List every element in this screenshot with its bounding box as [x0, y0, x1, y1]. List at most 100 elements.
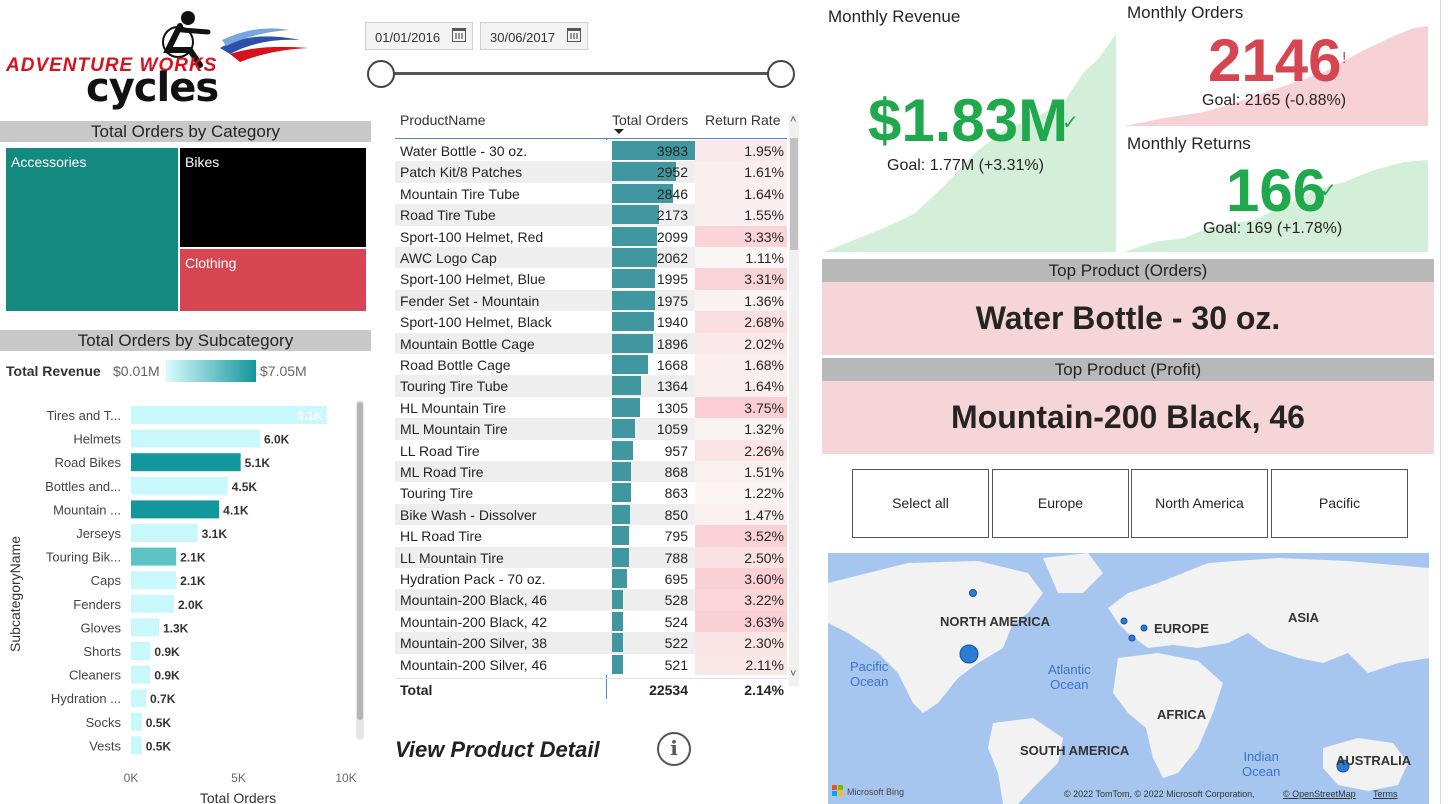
order-count: 2099	[656, 228, 688, 245]
subcategory-bar[interactable]	[131, 453, 241, 472]
subcategory-bar[interactable]	[131, 524, 198, 542]
table-row[interactable]: 2.68% Sport-100 Helmet, Black 1940	[395, 311, 787, 333]
table-row[interactable]: 1.68% Road Bottle Cage 1668	[395, 354, 787, 376]
return-rate-cell: 3.52%	[695, 525, 787, 547]
table-row[interactable]: 1.47% Bike Wash - Dissolver 850	[395, 503, 787, 526]
table-row[interactable]: 3.75% HL Mountain Tire 1305	[395, 396, 787, 419]
map-bubble[interactable]	[969, 589, 977, 597]
table-total-row: Total 22534 2.14%	[395, 678, 787, 700]
orders-databar	[612, 547, 629, 567]
subcategory-bar[interactable]	[131, 665, 151, 684]
subcategory-bar[interactable]	[131, 594, 174, 613]
view-product-detail-button[interactable]: View Product Detail	[395, 737, 600, 762]
map-label-asia: ASIA	[1288, 610, 1320, 625]
map-bubble[interactable]	[959, 644, 979, 664]
table-row[interactable]: 3.33% Sport-100 Helmet, Red 2099	[395, 225, 787, 247]
table-row[interactable]: 1.32% ML Mountain Tire 1059	[395, 418, 787, 440]
return-rate-cell: 2.30%	[695, 632, 787, 654]
col-header-return-rate[interactable]: Return Rate	[705, 112, 781, 128]
table-row[interactable]: 2.26% LL Road Tire 957	[395, 439, 787, 461]
table-row[interactable]: 1.36% Fender Set - Mountain 1975	[395, 289, 787, 312]
map-bubble[interactable]	[1140, 624, 1148, 632]
subcategory-bar[interactable]	[131, 500, 220, 519]
bar-data-label: 0.9K	[154, 645, 180, 659]
table-row[interactable]: 1.22% Touring Tire 863	[395, 482, 787, 504]
table-row[interactable]: 3.31% Sport-100 Helmet, Blue 1995	[395, 268, 787, 290]
orders-databar	[612, 226, 658, 246]
kpi-title: Monthly Revenue	[828, 7, 961, 26]
table-row[interactable]: 2.30% Mountain-200 Silver, 38 522	[395, 632, 787, 654]
orders-databar	[612, 205, 659, 225]
return-rate-cell: 2.11%	[695, 653, 787, 675]
calendar-icon[interactable]	[452, 28, 466, 42]
world-landmass	[828, 553, 1429, 804]
subcategory-bar[interactable]	[131, 618, 159, 637]
calendar-icon[interactable]	[567, 28, 581, 42]
x-tick-label: 10K	[335, 771, 356, 785]
table-row[interactable]: 1.51% ML Road Tire 868	[395, 461, 787, 483]
treemap-cell-bikes[interactable]: Bikes	[180, 148, 366, 247]
region-north-america-button[interactable]: North America	[1131, 469, 1268, 538]
subcategory-bar[interactable]	[131, 712, 142, 731]
table-row[interactable]: 1.55% Road Tire Tube 2173	[395, 204, 787, 226]
region-select-all-button[interactable]: Select all	[852, 469, 989, 538]
chart-scrollbar-thumb[interactable]	[357, 402, 363, 720]
start-date-input[interactable]: 01/01/2016	[365, 22, 473, 50]
scroll-down-icon[interactable]: ˅	[790, 668, 797, 680]
scroll-up-icon[interactable]: ˄	[790, 114, 797, 126]
treemap-cell-accessories[interactable]: Accessories	[6, 148, 178, 311]
table-row[interactable]: 1.61% Patch Kit/8 Patches 2952	[395, 161, 787, 183]
subcategory-bar[interactable]	[131, 689, 147, 708]
region-pacific-button[interactable]: Pacific	[1271, 469, 1408, 538]
col-header-product[interactable]: ProductName	[400, 112, 486, 128]
table-row[interactable]: 3.52% HL Road Tire 795	[395, 525, 787, 547]
y-axis-label: SubcategoryName	[7, 536, 23, 652]
table-scrollbar-track[interactable]	[789, 114, 799, 686]
product-name: AWC Logo Cap	[400, 250, 497, 266]
subcategory-bar[interactable]	[131, 736, 142, 755]
subcategory-bar[interactable]	[131, 429, 260, 448]
region-europe-button[interactable]: Europe	[992, 469, 1129, 538]
card-title: Top Product (Orders)	[822, 259, 1434, 282]
table-row[interactable]: 2.02% Mountain Bottle Cage 1896	[395, 332, 787, 354]
table-row[interactable]: 3.22% Mountain-200 Black, 46 528	[395, 589, 787, 611]
orders-databar	[612, 440, 633, 460]
col-header-orders[interactable]: Total Orders	[612, 112, 689, 128]
date-slider-track[interactable]	[380, 72, 780, 75]
ocean-label-atlantic: Atlantic Ocean	[1048, 662, 1091, 692]
order-count: 1975	[656, 292, 688, 309]
info-icon[interactable]: i	[657, 732, 691, 766]
table-row[interactable]: 1.95% Water Bottle - 30 oz. 3983	[395, 140, 787, 162]
subcategory-bar[interactable]	[131, 476, 228, 495]
terms-link[interactable]: Terms	[1373, 789, 1398, 799]
table-row[interactable]: 2.11% Mountain-200 Silver, 46 521	[395, 653, 787, 675]
bar-data-label: 0.9K	[154, 669, 180, 683]
table-row[interactable]: 1.64% Touring Tire Tube 1364	[395, 375, 787, 397]
return-rate-cell: 2.02%	[695, 332, 787, 354]
table-row[interactable]: 2.50% LL Mountain Tire 788	[395, 546, 787, 568]
treemap-cell-clothing[interactable]: Clothing	[180, 249, 366, 311]
subcategory-bar[interactable]	[131, 406, 327, 424]
map-bubble[interactable]	[1128, 634, 1136, 642]
table-row[interactable]: 3.63% Mountain-200 Black, 42 524	[395, 610, 787, 633]
product-name: Touring Tire	[400, 485, 474, 502]
table-row[interactable]: 1.64% Mountain Tire Tube 2846	[395, 182, 787, 205]
table-row[interactable]: 1.11% AWC Logo Cap 2062	[395, 247, 787, 269]
table-scrollbar-thumb[interactable]	[790, 138, 798, 250]
map-bubble[interactable]	[1336, 759, 1350, 773]
map-bubble[interactable]	[1120, 617, 1128, 625]
order-count: 788	[664, 549, 688, 566]
product-name: Road Bottle Cage	[400, 357, 511, 373]
orders-map[interactable]: NORTH AMERICA EUROPE ASIA AFRICA SOUTH A…	[828, 553, 1429, 804]
end-date-input[interactable]: 30/06/2017	[480, 22, 588, 50]
subcategory-bar[interactable]	[131, 571, 177, 590]
map-label-europe: EUROPE	[1154, 621, 1209, 636]
date-slider-start-handle[interactable]	[367, 60, 395, 88]
orders-databar	[612, 419, 635, 439]
orders-trend-area	[1124, 26, 1428, 126]
date-slider-end-handle[interactable]	[767, 60, 795, 88]
table-row[interactable]: 3.60% Hydration Pack - 70 oz. 695	[395, 568, 787, 590]
osm-link[interactable]: © OpenStreetMap	[1283, 789, 1356, 799]
subcategory-bar[interactable]	[131, 642, 151, 660]
subcategory-bar[interactable]	[131, 547, 177, 566]
